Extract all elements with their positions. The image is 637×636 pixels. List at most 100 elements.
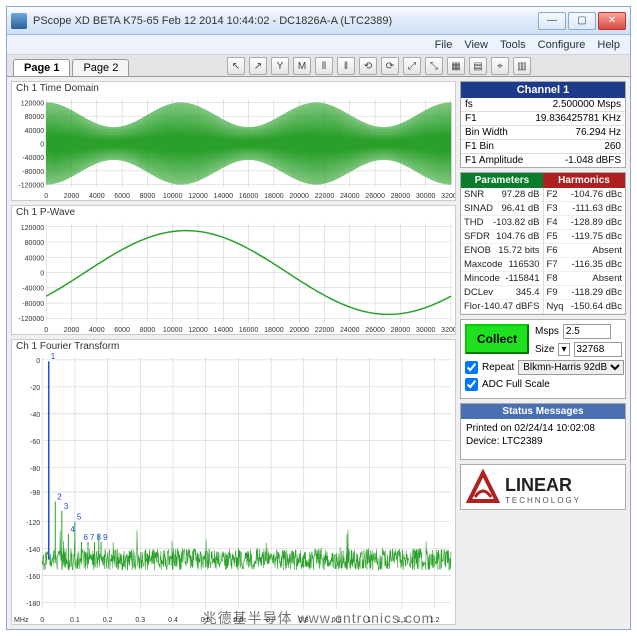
toolbar-btn-10[interactable]: ▦ [447,57,465,75]
maximize-button[interactable]: ▢ [568,12,596,30]
window-select[interactable]: Blkmn-Harris 92dB [518,360,624,375]
svg-text:20000: 20000 [289,193,309,200]
status-title: Status Messages [461,404,625,419]
svg-text:1.2: 1.2 [430,616,440,624]
chart-title: Ch 1 Fourier Transform [12,340,455,353]
tab-page-1[interactable]: Page 1 [13,59,70,76]
svg-text:-40000: -40000 [22,155,44,162]
svg-text:0.4: 0.4 [168,616,178,624]
svg-text:-20: -20 [30,384,40,392]
msps-input[interactable] [563,324,611,339]
param-row: Mincode-115841 [461,272,543,286]
time-domain-chart: Ch 1 Time Domain 12000080000400000-40000… [11,81,456,201]
repeat-label: Repeat [482,362,514,373]
svg-text:4000: 4000 [89,327,105,334]
size-dropdown-icon[interactable]: ▾ [558,343,569,356]
harmonic-row: F2-104.76 dBc [544,188,626,202]
svg-text:40000: 40000 [25,255,45,262]
param-row: DCLev345.4 [461,286,543,300]
harmonic-row: F5-119.75 dBc [544,230,626,244]
svg-text:LINEAR: LINEAR [505,475,572,495]
toolbar-btn-7[interactable]: ⟳ [381,57,399,75]
param-row: SNR97.28 dB [461,188,543,202]
param-row: Flor-140.47 dBFS [461,300,543,314]
channel-row: F1 Bin260 [461,140,625,154]
toolbar-btn-1[interactable]: ↗ [249,57,267,75]
svg-text:32000: 32000 [441,327,455,334]
svg-text:0: 0 [36,357,40,365]
svg-text:120000: 120000 [21,225,45,232]
status-line: Printed on 02/24/14 10:02:08 [466,422,620,435]
msps-label: Msps [535,326,559,337]
svg-text:10000: 10000 [163,327,183,334]
collect-button[interactable]: Collect [465,324,529,354]
svg-text:16000: 16000 [239,193,259,200]
harmonics-head: Harmonics [543,173,625,188]
svg-text:28000: 28000 [391,193,411,200]
svg-text:-80000: -80000 [22,301,44,308]
toolbar-btn-13[interactable]: ▥ [513,57,531,75]
toolbar-btn-9[interactable]: ⤡ [425,57,443,75]
svg-text:0.7: 0.7 [266,616,276,624]
param-row: THD-103.82 dB [461,216,543,230]
svg-text:24000: 24000 [340,327,360,334]
toolbar-btn-12[interactable]: ⌖ [491,57,509,75]
svg-text:2: 2 [57,492,62,501]
svg-text:3: 3 [64,502,69,511]
svg-text:0: 0 [44,193,48,200]
svg-text:-140: -140 [26,546,40,554]
window-title: PScope XD BETA K75-65 Feb 12 2014 10:44:… [33,15,538,27]
params-panel: Parameters Harmonics SNR97.28 dBSINAD96.… [460,172,626,315]
svg-text:-180: -180 [26,600,40,608]
svg-text:0: 0 [40,271,44,278]
svg-text:0: 0 [40,616,44,624]
svg-text:6000: 6000 [114,327,130,334]
menu-tools[interactable]: Tools [500,39,526,51]
menu-configure[interactable]: Configure [538,39,586,51]
svg-text:-60: -60 [30,438,40,446]
toolbar-btn-6[interactable]: ⟲ [359,57,377,75]
window-titlebar: PScope XD BETA K75-65 Feb 12 2014 10:44:… [7,7,630,35]
svg-text:6: 6 [83,533,88,542]
tabbar: Page 1Page 2 ↖↗YM⫴‖⟲⟳⤢⤡▦▤⌖▥ [7,55,630,77]
adc-label: ADC Full Scale [482,379,550,390]
svg-text:26000: 26000 [365,193,385,200]
harmonic-row: F4-128.89 dBc [544,216,626,230]
chart-title: Ch 1 Time Domain [12,82,455,95]
svg-text:-120000: -120000 [18,183,44,190]
menu-view[interactable]: View [464,39,488,51]
channel-row: fs2.500000 Msps [461,98,625,112]
svg-text:22000: 22000 [315,193,335,200]
svg-text:28000: 28000 [391,327,411,334]
toolbar-btn-11[interactable]: ▤ [469,57,487,75]
svg-text:20000: 20000 [289,327,309,334]
app-icon [11,13,27,29]
adc-checkbox[interactable] [465,378,478,391]
toolbar-btn-2[interactable]: Y [271,57,289,75]
svg-text:8: 8 [97,533,102,542]
toolbar-btn-8[interactable]: ⤢ [403,57,421,75]
harmonic-row: F8Absent [544,272,626,286]
svg-text:9: 9 [103,533,108,542]
toolbar-btn-0[interactable]: ↖ [227,57,245,75]
menu-help[interactable]: Help [597,39,620,51]
svg-text:-98: -98 [30,489,40,497]
svg-text:1.1: 1.1 [397,616,407,624]
svg-text:0.3: 0.3 [135,616,145,624]
repeat-checkbox[interactable] [465,361,478,374]
param-row: SFDR104.76 dB [461,230,543,244]
toolbar-btn-4[interactable]: ⫴ [315,57,333,75]
size-input[interactable] [574,342,622,357]
toolbar-btn-3[interactable]: M [293,57,311,75]
close-button[interactable]: ✕ [598,12,626,30]
svg-text:7: 7 [90,533,95,542]
svg-text:0.8: 0.8 [299,616,309,624]
svg-text:12000: 12000 [188,327,208,334]
menu-file[interactable]: File [435,39,453,51]
minimize-button[interactable]: — [538,12,566,30]
svg-text:-40: -40 [30,411,40,419]
svg-text:10000: 10000 [163,193,183,200]
toolbar-btn-5[interactable]: ‖ [337,57,355,75]
svg-text:0.6: 0.6 [234,616,244,624]
tab-page-2[interactable]: Page 2 [72,59,129,76]
